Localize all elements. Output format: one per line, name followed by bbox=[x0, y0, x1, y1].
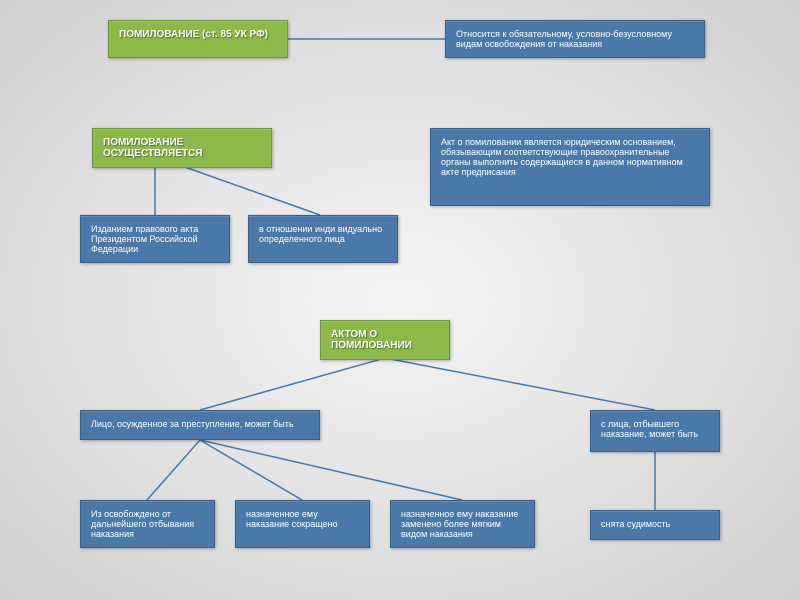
section2-child2-text: в отношении инди видуально определенного… bbox=[259, 224, 382, 244]
title-text: ПОМИЛОВАНИЕ (ст. 85 УК РФ) bbox=[119, 29, 268, 40]
section3-right-text: с лица, отбывшего наказание, может быть bbox=[601, 419, 698, 439]
section2-head: ПОМИЛОВАНИЕ ОСУЩЕСТВЛЯЕТСЯ bbox=[92, 128, 272, 168]
top-right-box: Относится к обязательному, условно-безус… bbox=[445, 20, 705, 58]
section3-bottom1-text: Из освобождено от дальнейшего отбывания … bbox=[91, 509, 194, 539]
section3-head: АКТОМ О ПОМИЛОВАНИИ bbox=[320, 320, 450, 360]
section2-child1-text: Изданием правового акта Президентом Росс… bbox=[91, 224, 198, 254]
top-right-text: Относится к обязательному, условно-безус… bbox=[456, 29, 672, 49]
section3-bottom2: назначенное ему наказание сокращено bbox=[235, 500, 370, 548]
section3-left-text: Лицо, осужденное за преступление, может … bbox=[91, 419, 294, 429]
section2-right-text: Акт о помиловании является юридическим о… bbox=[441, 137, 683, 177]
section3-bottom4: снята судимость bbox=[590, 510, 720, 540]
section2-child2: в отношении инди видуально определенного… bbox=[248, 215, 398, 263]
section2-child1: Изданием правового акта Президентом Росс… bbox=[80, 215, 230, 263]
title-box: ПОМИЛОВАНИЕ (ст. 85 УК РФ) bbox=[108, 20, 288, 58]
section3-bottom4-text: снята судимость bbox=[601, 519, 670, 529]
section3-bottom1: Из освобождено от дальнейшего отбывания … bbox=[80, 500, 215, 548]
section3-bottom3-text: назначенное ему наказание заменено более… bbox=[401, 509, 518, 539]
section2-head-text: ПОМИЛОВАНИЕ ОСУЩЕСТВЛЯЕТСЯ bbox=[103, 137, 202, 159]
section3-right: с лица, отбывшего наказание, может быть bbox=[590, 410, 720, 452]
section3-head-text: АКТОМ О ПОМИЛОВАНИИ bbox=[331, 329, 412, 351]
section3-left: Лицо, осужденное за преступление, может … bbox=[80, 410, 320, 440]
section3-bottom2-text: назначенное ему наказание сокращено bbox=[246, 509, 338, 529]
section2-right: Акт о помиловании является юридическим о… bbox=[430, 128, 710, 206]
section3-bottom3: назначенное ему наказание заменено более… bbox=[390, 500, 535, 548]
